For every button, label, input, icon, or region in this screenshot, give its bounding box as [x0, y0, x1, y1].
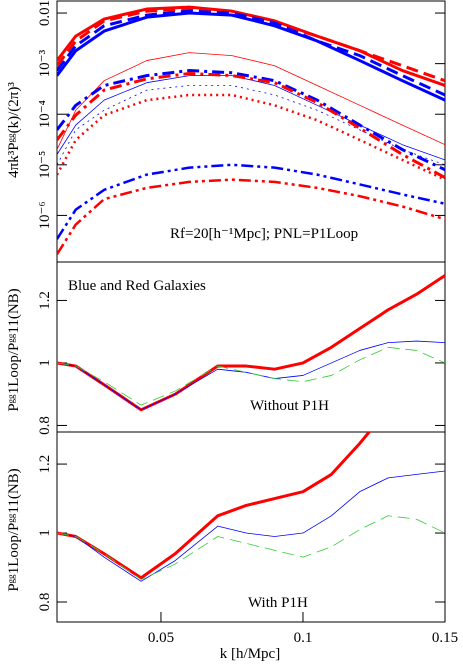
panel-frame [56, 0, 446, 263]
line-series [57, 432, 372, 580]
line-series [57, 52, 445, 150]
y-tick-label: 1 [37, 359, 53, 367]
line-series [57, 9, 445, 97]
y-tick-label: 0.8 [37, 416, 53, 435]
line-series [57, 178, 445, 256]
line-series [57, 71, 445, 179]
y-axis-label: Pᵍᵍ1Loop/Pᵍᵍ11(NB) [6, 468, 22, 591]
plot-area [57, 5, 445, 256]
panel-title: Blue and Red Galaxies [68, 278, 206, 294]
y-tick-label: 0.01 [37, 0, 53, 26]
line-series [57, 7, 445, 83]
panel-frame [56, 431, 446, 623]
line-series [57, 75, 445, 161]
line-series [57, 11, 445, 102]
y-tick-label: 0.8 [37, 593, 53, 612]
annotation: Without P1H [250, 398, 329, 414]
y-tick-label: 1.2 [37, 455, 53, 474]
plot-area [57, 274, 445, 412]
line-series [57, 346, 445, 406]
y-tick-label: 10⁻⁶ [37, 201, 53, 229]
line-series [57, 69, 445, 172]
y-tick-label: 10⁻⁵ [37, 151, 53, 179]
x-tick-label: 0.1 [294, 630, 313, 646]
annotation: Rf=20[h⁻¹Mpc]; PNL=P1Loop [170, 226, 358, 242]
line-series [57, 470, 445, 582]
plot-area [57, 432, 445, 582]
x-tick-label: 0.05 [148, 630, 174, 646]
y-tick-label: 1.2 [37, 291, 53, 310]
y-tick-label: 10⁻⁴ [37, 100, 53, 128]
annotation: With P1H [248, 595, 308, 611]
y-axis-label: Pᵍᵍ1Loop/Pᵍᵍ11(NB) [6, 288, 22, 411]
y-tick-label: 1 [37, 529, 53, 537]
line-series [57, 515, 445, 580]
y-tick-label: 10⁻³ [37, 49, 53, 77]
y-axis-label: 4πk³Pᵍᵍ(k)/(2π)³ [6, 82, 22, 178]
line-series [57, 5, 445, 87]
x-tick-label: 0.15 [432, 630, 458, 646]
x-axis-label: k [h/Mpc] [220, 646, 280, 662]
